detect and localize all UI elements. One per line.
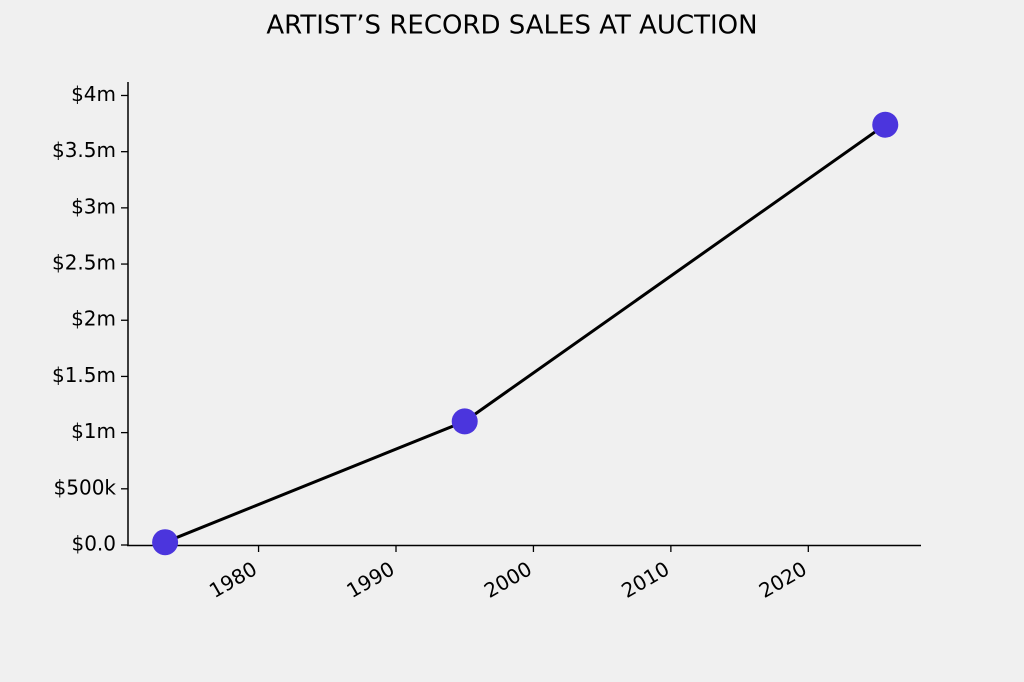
y-tick-label: $0.0: [71, 532, 116, 556]
y-tick-label: $1m: [71, 419, 116, 443]
point: [872, 111, 899, 138]
y-tick-label: $2.5m: [52, 251, 116, 275]
point: [152, 529, 179, 556]
y-tick-label: $1.5m: [52, 363, 116, 387]
y-tick-label: $3.5m: [52, 138, 116, 162]
y-tick-label: $4m: [71, 82, 116, 106]
y-tick-label: $3m: [71, 194, 116, 218]
y-tick-label: $500k: [54, 475, 117, 499]
chart-title: ARTIST’S RECORD SALES AT AUCTION: [266, 11, 757, 41]
y-tick-label: $2m: [71, 307, 116, 331]
point: [451, 408, 478, 435]
